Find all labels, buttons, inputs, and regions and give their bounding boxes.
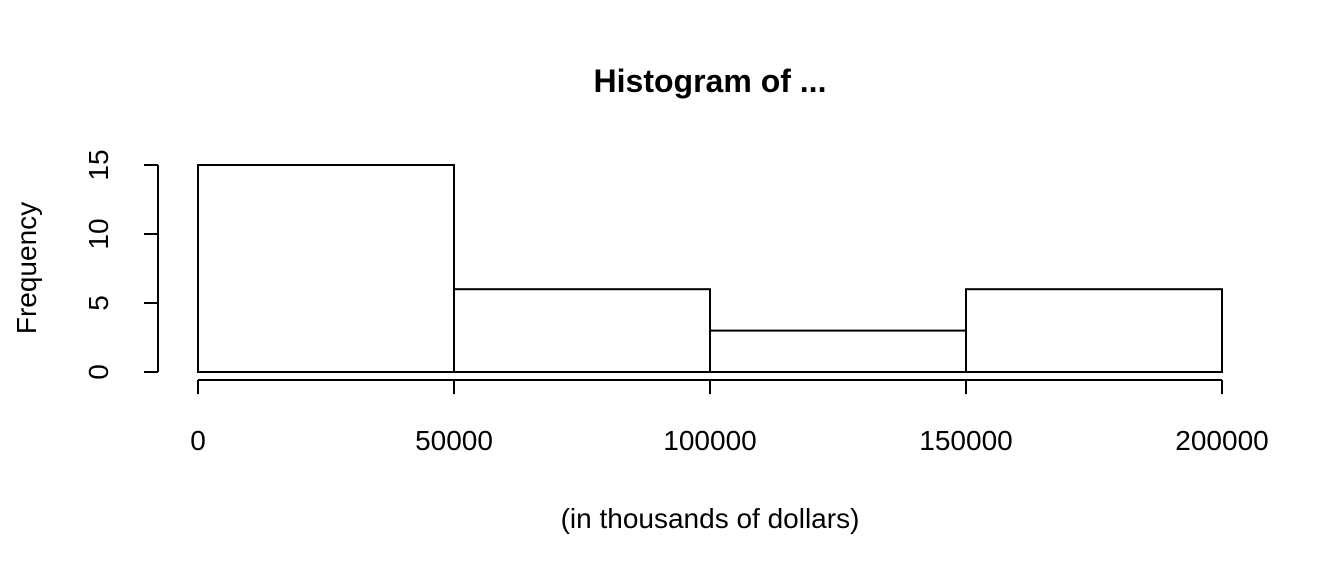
bars-layer bbox=[197, 164, 1223, 374]
y-tick-label: 10 bbox=[83, 218, 114, 249]
histogram-bar bbox=[197, 164, 455, 373]
y-tick-label: 5 bbox=[83, 295, 114, 311]
y-tick-label: 15 bbox=[83, 149, 114, 180]
x-tick-label: 150000 bbox=[919, 425, 1012, 456]
x-axis: 0 50000 100000 150000 200000 bbox=[190, 379, 1269, 456]
x-tick-label: 0 bbox=[190, 425, 206, 456]
x-tick-label: 100000 bbox=[663, 425, 756, 456]
histogram-bar bbox=[965, 288, 1223, 374]
y-tick-label: 0 bbox=[83, 364, 114, 380]
histogram-bar bbox=[709, 329, 967, 374]
y-axis-label: Frequency bbox=[11, 202, 42, 334]
y-axis: 0 5 10 15 bbox=[83, 149, 159, 380]
x-tick-label: 200000 bbox=[1175, 425, 1268, 456]
histogram-bar bbox=[453, 288, 711, 374]
chart-title: Histogram of ... bbox=[594, 63, 827, 99]
x-tick-label: 50000 bbox=[415, 425, 493, 456]
x-axis-label: (in thousands of dollars) bbox=[561, 503, 860, 534]
